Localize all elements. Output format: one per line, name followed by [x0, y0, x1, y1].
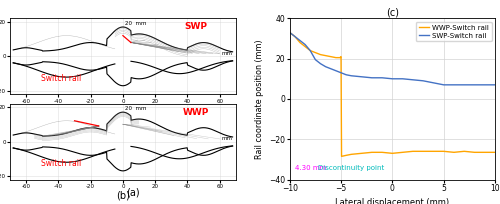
SWP-Switch rail: [440, 84, 446, 86]
WWP-Switch rail: [358, 152, 364, 155]
SWP-Switch rail: [328, 68, 334, 70]
WWP-Switch rail: [430, 150, 436, 153]
Text: 20  mm: 20 mm: [124, 21, 146, 26]
WWP-Switch rail: [379, 151, 385, 154]
Legend: WWP-Switch rail, SWP-Switch rail: WWP-Switch rail, SWP-Switch rail: [416, 22, 492, 41]
SWP-Switch rail: [369, 76, 375, 79]
SWP-Switch rail: [400, 78, 406, 80]
SWP-Switch rail: [379, 76, 385, 79]
WWP-Switch rail: [302, 45, 308, 48]
SWP-Switch rail: [318, 62, 324, 65]
Text: (a): (a): [126, 188, 140, 198]
X-axis label: Lateral displacement (mm): Lateral displacement (mm): [336, 198, 450, 204]
WWP-Switch rail: [348, 153, 354, 156]
SWP-Switch rail: [292, 35, 298, 38]
WWP-Switch rail: [410, 150, 416, 153]
WWP-Switch rail: [333, 57, 339, 59]
SWP-Switch rail: [482, 84, 488, 86]
Line: SWP-Switch rail: SWP-Switch rail: [290, 32, 495, 85]
Text: Switch rail: Switch rail: [42, 160, 82, 169]
WWP-Switch rail: [318, 53, 324, 56]
SWP-Switch rail: [302, 43, 308, 46]
SWP-Switch rail: [420, 80, 426, 82]
SWP-Switch rail: [322, 65, 328, 68]
WWP-Switch rail: [472, 151, 478, 154]
X-axis label: (b): (b): [116, 190, 130, 200]
WWP-Switch rail: [492, 151, 498, 154]
WWP-Switch rail: [420, 150, 426, 153]
WWP-Switch rail: [297, 41, 303, 44]
Text: 20  mm: 20 mm: [124, 106, 146, 111]
SWP-Switch rail: [297, 39, 303, 42]
WWP-Switch rail: [338, 55, 344, 58]
Text: mm: mm: [222, 136, 232, 141]
SWP-Switch rail: [348, 74, 354, 77]
WWP-Switch rail: [400, 151, 406, 154]
SWP-Switch rail: [390, 78, 396, 80]
WWP-Switch rail: [307, 49, 313, 52]
SWP-Switch rail: [492, 84, 498, 86]
SWP-Switch rail: [312, 58, 318, 61]
Text: 4.30 mm: 4.30 mm: [295, 165, 326, 171]
WWP-Switch rail: [461, 150, 467, 153]
X-axis label: (a): (a): [116, 105, 130, 115]
SWP-Switch rail: [343, 73, 349, 76]
WWP-Switch rail: [337, 57, 343, 59]
WWP-Switch rail: [292, 35, 298, 38]
WWP-Switch rail: [369, 151, 375, 154]
WWP-Switch rail: [482, 151, 488, 154]
SWP-Switch rail: [286, 31, 292, 34]
WWP-Switch rail: [343, 154, 349, 157]
Title: (c): (c): [386, 8, 399, 18]
WWP-Switch rail: [286, 31, 292, 34]
WWP-Switch rail: [390, 152, 396, 155]
Text: mm: mm: [222, 51, 232, 56]
Line: WWP-Switch rail: WWP-Switch rail: [290, 32, 495, 156]
SWP-Switch rail: [410, 79, 416, 81]
WWP-Switch rail: [451, 151, 457, 154]
SWP-Switch rail: [461, 84, 467, 86]
SWP-Switch rail: [451, 84, 457, 86]
SWP-Switch rail: [472, 84, 478, 86]
WWP-Switch rail: [312, 51, 318, 54]
Text: WWP: WWP: [182, 108, 208, 117]
WWP-Switch rail: [338, 155, 344, 157]
SWP-Switch rail: [333, 70, 339, 72]
WWP-Switch rail: [328, 55, 334, 58]
Y-axis label: Rail coordinate position (mm): Rail coordinate position (mm): [255, 39, 264, 159]
SWP-Switch rail: [307, 49, 313, 52]
WWP-Switch rail: [322, 54, 328, 57]
Text: Discontinuity point: Discontinuity point: [318, 165, 384, 171]
WWP-Switch rail: [440, 150, 446, 153]
SWP-Switch rail: [430, 82, 436, 84]
Text: SWP: SWP: [184, 22, 207, 31]
SWP-Switch rail: [338, 72, 344, 74]
SWP-Switch rail: [358, 75, 364, 78]
Text: Switch rail: Switch rail: [42, 74, 82, 83]
